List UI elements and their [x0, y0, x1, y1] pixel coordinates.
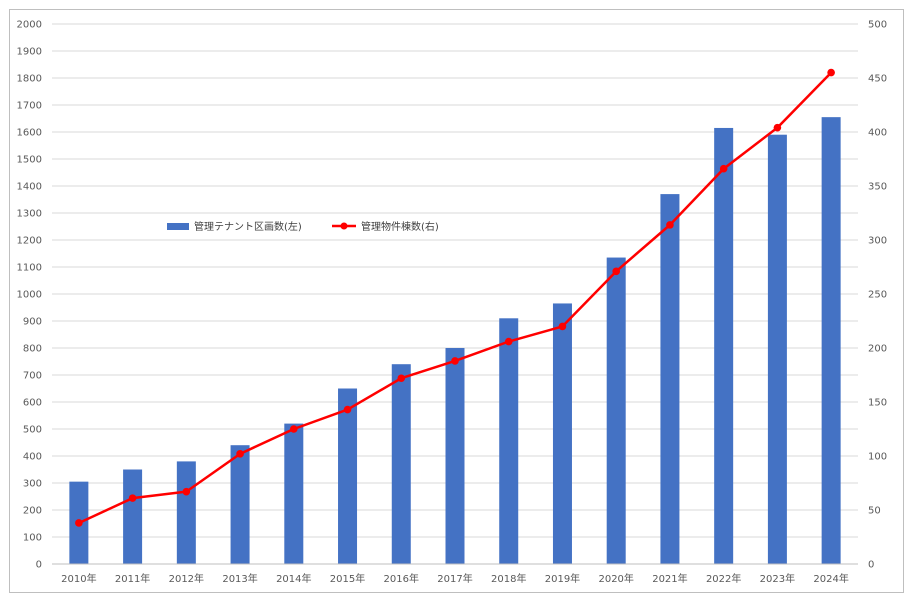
line-marker	[343, 405, 352, 414]
bar	[445, 348, 465, 564]
bar	[552, 303, 572, 564]
y-right-tick-label: 300	[868, 236, 887, 247]
y-left-tick-label: 800	[23, 344, 42, 355]
line-marker	[612, 267, 620, 276]
y-right-tick-label: 500	[868, 20, 887, 31]
left-axis: 0 100 200 300 400 500 600 700 800 900 1000 1100 1200…	[17, 20, 42, 571]
x-tick-label: 2015年	[330, 572, 365, 585]
y-right-tick-label: 400	[868, 128, 887, 139]
y-left-tick-label: 300	[23, 479, 42, 490]
bar	[499, 318, 519, 564]
x-tick-label: 2014年	[276, 572, 311, 585]
line-marker	[290, 425, 298, 433]
y-right-tick-label: 200	[868, 344, 887, 355]
y-left-tick-label: 500	[23, 425, 42, 436]
x-tick-label: 2022年	[706, 572, 741, 585]
y-left-tick-label: 1800	[17, 74, 42, 85]
y-right-tick-label: 450	[868, 74, 887, 85]
x-tick-label: 2010年	[61, 572, 96, 585]
y-left-tick-label: 1100	[17, 263, 42, 274]
bar-series	[69, 117, 841, 565]
y-left-tick-label: 100	[23, 533, 42, 544]
x-tick-label: 2024年	[813, 572, 848, 585]
x-tick-label: 2011年	[115, 572, 150, 585]
y-left-tick-label: 1400	[17, 182, 42, 193]
line-marker	[827, 68, 835, 77]
y-left-tick-label: 900	[23, 317, 42, 328]
line-marker	[182, 487, 191, 496]
line-marker	[397, 374, 406, 383]
line-marker	[128, 494, 137, 502]
bar	[123, 469, 143, 564]
y-left-tick-label: 0	[36, 560, 42, 571]
y-left-tick-label: 600	[23, 398, 42, 409]
legend-label-line: 管理物件棟数(右)	[361, 220, 439, 233]
x-tick-label: 2019年	[545, 572, 580, 585]
bar	[230, 445, 250, 564]
legend: 管理テナント区画数(左) 管理物件棟数(右)	[167, 220, 439, 233]
y-left-tick-label: 2000	[17, 20, 42, 31]
x-axis: 2010年 2011年 2012年 2013年 2014年 2015年 2016年 2017年…	[52, 563, 858, 585]
line-series	[75, 68, 835, 527]
y-right-tick-label: 0	[868, 560, 874, 571]
line-marker	[451, 357, 459, 365]
y-right-tick-label: 100	[868, 452, 887, 463]
legend-label-bar: 管理テナント区画数(左)	[194, 220, 302, 233]
y-left-tick-label: 1200	[17, 236, 42, 247]
y-right-tick-label: 50	[868, 506, 881, 517]
y-left-tick-label: 1700	[17, 101, 42, 112]
x-tick-label: 2016年	[384, 572, 419, 585]
y-left-tick-label: 200	[23, 506, 42, 517]
bar	[821, 117, 841, 565]
line-marker	[773, 123, 782, 132]
x-tick-label: 2018年	[491, 572, 526, 585]
y-left-tick-label: 400	[23, 452, 42, 463]
line-marker	[75, 519, 83, 527]
legend-swatch-marker	[340, 222, 348, 230]
line-marker	[558, 322, 567, 331]
right-axis: 0 50 100 150 200 250 300 350 400 450 500	[868, 20, 887, 571]
x-tick-label: 2020年	[598, 572, 633, 585]
line-marker	[236, 450, 244, 458]
y-left-tick-label: 700	[23, 371, 42, 382]
y-left-tick-label: 1900	[17, 47, 42, 58]
bar	[284, 423, 304, 564]
y-left-tick-label: 1600	[17, 128, 42, 139]
x-tick-label: 2023年	[760, 572, 795, 585]
bar	[660, 194, 680, 564]
x-tick-label: 2013年	[222, 572, 257, 585]
bar	[338, 388, 358, 564]
line-marker	[666, 221, 674, 229]
x-tick-label: 2017年	[437, 572, 472, 585]
y-left-tick-label: 1500	[17, 155, 42, 166]
x-tick-label: 2012年	[169, 572, 204, 585]
line-marker	[504, 337, 513, 346]
y-right-tick-label: 250	[868, 290, 887, 301]
y-left-tick-label: 1000	[17, 290, 42, 301]
bar	[714, 127, 734, 564]
y-right-tick-label: 150	[868, 398, 887, 409]
bar	[767, 134, 787, 564]
bar	[176, 461, 196, 564]
y-right-tick-label: 350	[868, 182, 887, 193]
bar	[391, 364, 411, 564]
bar	[606, 257, 626, 564]
x-tick-label: 2021年	[652, 572, 687, 585]
legend-swatch-bar	[167, 223, 189, 230]
line-marker	[719, 164, 728, 173]
y-left-tick-label: 1300	[17, 209, 42, 220]
